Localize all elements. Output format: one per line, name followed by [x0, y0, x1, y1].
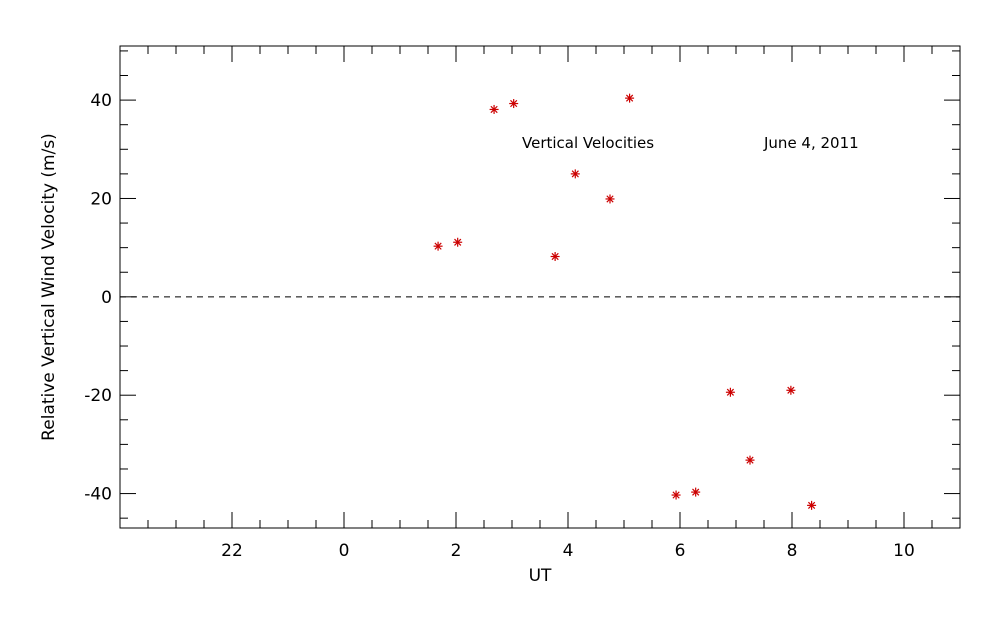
data-point — [786, 385, 796, 395]
x-axis-label: UT — [529, 566, 552, 586]
data-point — [691, 487, 701, 497]
data-point — [453, 237, 463, 247]
x-tick-label: 22 — [221, 541, 243, 561]
data-point — [807, 500, 817, 510]
minor-x-ticks — [147, 46, 933, 528]
data-point — [489, 104, 499, 114]
data-point — [570, 169, 580, 179]
data-point — [433, 241, 443, 251]
annotation-title: Vertical Velocities — [522, 134, 654, 152]
x-tick-labels: 22 0 2 4 6 8 10 — [221, 541, 915, 561]
y-axis-label: Relative Vertical Wind Velocity (m/s) — [39, 133, 59, 441]
y-tick-label: 40 — [90, 91, 112, 111]
annotation-date: June 4, 2011 — [763, 134, 859, 152]
y-tick-label: -40 — [84, 485, 112, 505]
plot-frame — [119, 45, 961, 529]
minor-y-ticks — [120, 50, 960, 519]
data-point — [550, 252, 560, 262]
data-point — [625, 93, 635, 103]
data-points — [433, 93, 817, 510]
y-tick-labels: -40 -20 0 20 40 — [84, 91, 112, 504]
major-x-ticks — [231, 46, 905, 528]
x-tick-label: 10 — [893, 541, 915, 561]
data-point — [745, 455, 755, 465]
data-point — [725, 387, 735, 397]
x-tick-label: 8 — [787, 541, 798, 561]
data-point — [509, 99, 519, 109]
y-tick-label: 0 — [101, 288, 112, 308]
data-point — [605, 194, 615, 204]
x-tick-label: 4 — [563, 541, 574, 561]
y-tick-label: -20 — [84, 386, 112, 406]
data-point — [671, 490, 681, 500]
x-tick-label: 0 — [339, 541, 350, 561]
y-tick-label: 20 — [90, 189, 112, 209]
x-tick-label: 2 — [451, 541, 462, 561]
x-tick-label: 6 — [675, 541, 686, 561]
